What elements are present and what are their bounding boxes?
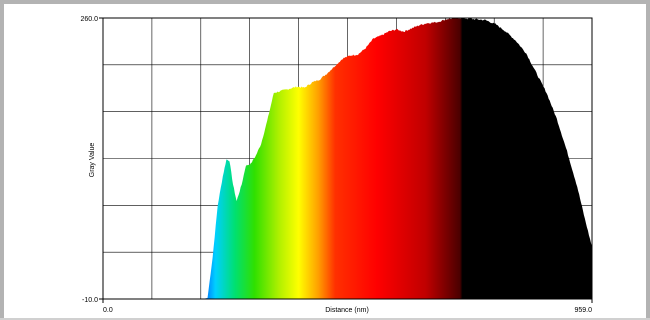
x-max-tick-label: 959.0 xyxy=(574,307,592,314)
y-min-tick-label: -10.0 xyxy=(82,297,98,304)
window-frame-bottom xyxy=(0,318,650,320)
profile-area xyxy=(103,18,592,299)
y-axis-label: Gray Value xyxy=(89,143,96,178)
axis-ticks xyxy=(99,17,593,303)
window-frame-top xyxy=(0,0,650,4)
plot-border xyxy=(102,17,593,300)
window-frame-left xyxy=(0,0,4,320)
window-frame-right xyxy=(646,0,650,320)
x-min-tick-label: 0.0 xyxy=(103,307,113,314)
y-max-tick-label: 260.0 xyxy=(80,16,98,23)
x-axis-label: Distance (nm) xyxy=(325,307,369,314)
